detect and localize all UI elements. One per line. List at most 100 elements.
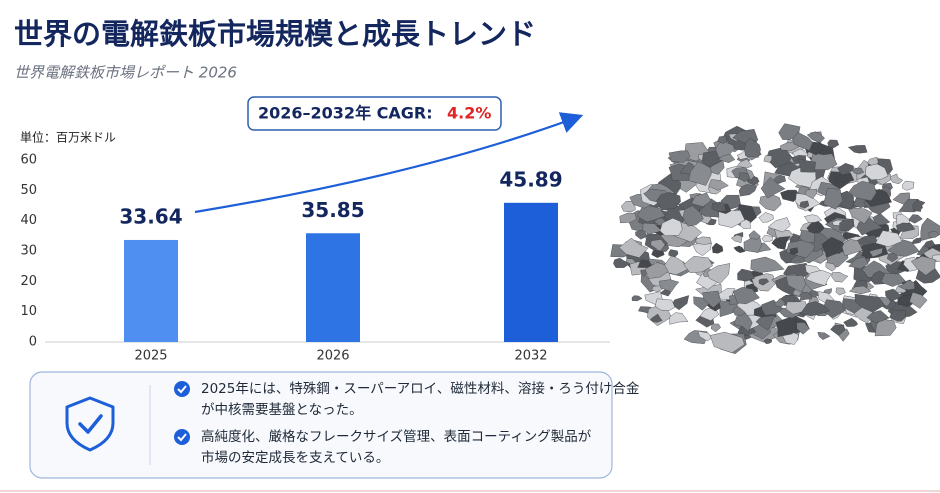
flake xyxy=(889,309,907,322)
flake xyxy=(748,230,761,240)
flake xyxy=(797,158,816,173)
flake xyxy=(688,161,712,186)
flake xyxy=(792,132,814,151)
flake xyxy=(835,287,846,296)
flake xyxy=(659,217,683,237)
flake xyxy=(763,155,773,163)
flake xyxy=(736,158,753,169)
notes-box xyxy=(29,371,613,479)
value-label: 35.85 xyxy=(301,198,364,222)
flake xyxy=(799,291,812,302)
check-mark xyxy=(177,433,187,442)
flake xyxy=(803,214,822,224)
flake xyxy=(821,236,848,258)
x-tick-label: 2032 xyxy=(514,349,547,364)
flake xyxy=(843,317,858,327)
flake xyxy=(866,310,890,323)
x-tick-label: 2026 xyxy=(316,349,349,364)
flake xyxy=(763,338,773,344)
flake xyxy=(848,285,872,295)
flake xyxy=(618,237,649,258)
flake xyxy=(780,189,800,202)
bullet-text: が中核需要基盤となった。 xyxy=(201,401,363,418)
flake xyxy=(710,323,721,333)
flake xyxy=(887,239,920,257)
flake xyxy=(821,299,849,319)
flake xyxy=(767,217,791,233)
flake xyxy=(732,305,746,316)
bullet-text: 高純度化、厳格なフレークサイズ管理、表面コーティング製品が xyxy=(201,428,592,445)
check-mark xyxy=(177,385,187,394)
flake xyxy=(912,199,926,212)
unit-label: 単位：百万米ドル xyxy=(20,130,116,145)
flake xyxy=(619,212,637,224)
flake xyxy=(796,322,810,335)
flake xyxy=(692,242,712,256)
flake xyxy=(733,245,746,253)
flake xyxy=(889,173,904,185)
flake xyxy=(841,238,863,257)
flake xyxy=(683,255,713,273)
value-label: 33.64 xyxy=(119,204,182,228)
flake xyxy=(851,167,865,175)
flake xyxy=(668,150,691,163)
flake xyxy=(898,279,915,291)
flake xyxy=(800,301,831,317)
bar xyxy=(504,202,558,342)
flake xyxy=(875,230,903,248)
y-tick-label: 40 xyxy=(20,213,37,228)
flake xyxy=(691,192,712,208)
flake xyxy=(636,205,666,223)
flake xyxy=(928,231,940,238)
flake-pile-image xyxy=(610,123,940,355)
flake xyxy=(809,152,838,171)
flake xyxy=(733,311,753,333)
flake xyxy=(613,257,630,268)
flake xyxy=(644,262,669,279)
flake xyxy=(799,230,816,244)
flake xyxy=(708,179,729,191)
flake xyxy=(711,242,724,254)
flake xyxy=(778,123,801,140)
cagr-value: 4.2% xyxy=(447,104,491,123)
cagr-label: 2026–2032年 CAGR: xyxy=(258,104,433,123)
flake xyxy=(825,262,837,272)
flake xyxy=(750,256,785,273)
chart-subtitle: 世界電解鉄板市場レポート 2026 xyxy=(14,64,237,82)
flake xyxy=(717,153,736,163)
y-tick-label: 30 xyxy=(20,244,37,259)
flake xyxy=(895,222,916,232)
flake xyxy=(654,298,676,311)
flake xyxy=(631,295,643,302)
flake xyxy=(823,187,843,210)
flake xyxy=(718,209,746,228)
flake xyxy=(785,301,808,315)
flake xyxy=(739,219,751,229)
flake xyxy=(702,290,722,308)
flake xyxy=(785,275,807,293)
flake xyxy=(910,255,936,276)
flake xyxy=(848,180,877,202)
flake xyxy=(656,192,681,211)
flake xyxy=(771,236,791,250)
flake xyxy=(831,272,849,283)
flake xyxy=(761,235,774,242)
growth-arrow xyxy=(194,112,584,214)
flake xyxy=(755,315,776,331)
flake xyxy=(902,180,915,191)
flake xyxy=(848,256,869,269)
flake xyxy=(789,247,799,255)
flake xyxy=(817,332,831,340)
y-tick-label: 10 xyxy=(20,304,37,319)
flake xyxy=(909,292,928,309)
flake xyxy=(911,237,921,245)
flake xyxy=(923,240,936,249)
flake xyxy=(759,194,782,212)
chart-title: 世界の電解鉄板市場規模と成長トレンド xyxy=(14,17,536,51)
flake xyxy=(760,177,786,199)
y-tick-label: 20 xyxy=(20,274,37,289)
check-icon xyxy=(174,381,190,397)
flake xyxy=(707,263,731,285)
flake xyxy=(774,298,786,307)
flake xyxy=(697,330,712,342)
